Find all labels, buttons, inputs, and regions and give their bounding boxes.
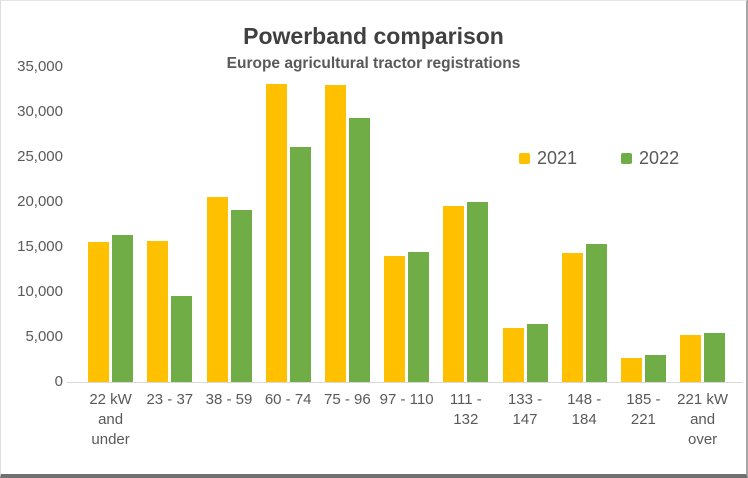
y-tick-label: 30,000 <box>17 103 63 120</box>
legend-label-2021: 2021 <box>537 148 578 168</box>
bar-2022-3 <box>230 210 252 382</box>
y-tick-label: 25,000 <box>17 148 63 165</box>
bar-2021-3 <box>206 197 228 382</box>
bar-2022-11 <box>704 333 726 382</box>
x-category-label: 97 - 110 <box>379 391 434 408</box>
y-tick-label: 10,000 <box>17 283 63 300</box>
y-tick-label: 35,000 <box>17 58 63 75</box>
bar-2021-1 <box>88 242 110 382</box>
bar-2021-4 <box>265 84 287 382</box>
bar-2021-7 <box>443 206 465 382</box>
x-category-label: 111 - 132 <box>449 391 482 428</box>
x-category-label: 185 - 221 <box>626 391 661 428</box>
y-tick-label: 15,000 <box>17 238 63 255</box>
bar-2021-8 <box>502 328 524 382</box>
x-category-label: 221 kW and over <box>677 391 729 448</box>
x-category-label: 23 - 37 <box>146 391 194 408</box>
chart-title: Powerband comparison <box>243 23 504 49</box>
legend-swatch-2021-icon <box>519 153 530 164</box>
legend-label-2022: 2022 <box>639 148 680 168</box>
chart-subtitle: Europe agricultural tractor registration… <box>226 55 521 72</box>
bar-2022-8 <box>526 324 548 382</box>
legend-item-2021: 2021 <box>519 148 577 169</box>
x-category-label: 60 - 74 <box>264 391 312 408</box>
y-tick-label: 5,000 <box>25 328 63 345</box>
x-category-label: 75 - 96 <box>324 391 371 408</box>
bar-2022-4 <box>289 147 311 382</box>
x-category-label: 148 - 184 <box>567 391 602 428</box>
bar-2021-10 <box>620 358 642 382</box>
bar-2022-6 <box>408 252 430 382</box>
bar-2022-10 <box>644 355 666 382</box>
bar-2022-9 <box>585 244 607 382</box>
bar-2022-5 <box>348 118 370 382</box>
bar-2021-11 <box>680 335 702 382</box>
legend-item-2022: 2022 <box>621 148 679 169</box>
bar-2021-2 <box>147 241 169 382</box>
bar-2021-6 <box>384 256 406 382</box>
bar-2022-7 <box>467 202 489 382</box>
y-tick-label: 0 <box>54 373 63 390</box>
bar-2021-9 <box>561 253 583 382</box>
legend: 2021 2022 <box>519 148 679 169</box>
bar-2022-2 <box>171 296 193 382</box>
legend-swatch-2022-icon <box>621 153 633 164</box>
bar-2021-5 <box>324 85 346 382</box>
x-category-label: 38 - 59 <box>205 391 253 408</box>
y-tick-label: 20,000 <box>17 193 63 210</box>
bar-2022-1 <box>112 235 134 382</box>
x-category-label: 133 - 147 <box>507 391 543 428</box>
x-axis-line <box>67 382 743 383</box>
x-category-label: 22 kW and under <box>89 391 132 448</box>
